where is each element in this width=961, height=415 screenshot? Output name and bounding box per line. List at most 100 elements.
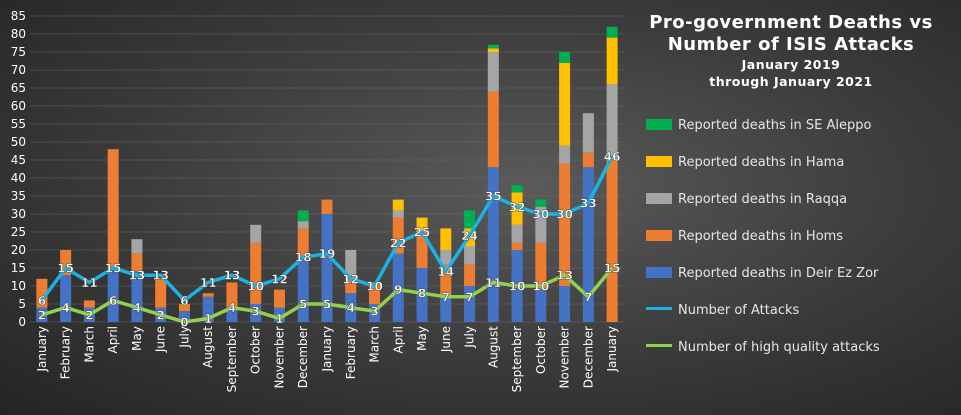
bar-homs (487, 91, 499, 168)
x-tick-label: October (249, 326, 263, 374)
data-label-attacks: 10 (247, 280, 264, 294)
data-label-attacks: 6 (180, 294, 188, 308)
bar-deir (535, 289, 547, 322)
bar-homs (107, 149, 119, 268)
data-label-hq: 9 (394, 283, 402, 297)
y-tick-label: 85 (11, 9, 26, 23)
x-tick-label: October (534, 326, 548, 374)
bar-deir (297, 257, 309, 322)
y-tick-label: 65 (11, 81, 26, 95)
legend-label-deir: Reported deaths in Deir Ez Zor (678, 266, 879, 281)
bar-raqqa (464, 246, 476, 265)
bar-deir (392, 253, 404, 322)
bar-deir (559, 286, 571, 322)
y-tick-label: 80 (11, 27, 26, 41)
data-label-attacks: 11 (81, 276, 98, 290)
data-label-attacks: 30 (532, 208, 549, 222)
bar-aleppo (559, 52, 571, 63)
bar-deir (487, 167, 499, 322)
data-label-hq: 10 (509, 280, 526, 294)
y-tick-label: 50 (11, 135, 26, 149)
x-tick-label: June (439, 326, 453, 353)
data-label-attacks: 15 (105, 262, 122, 276)
bar-aleppo (297, 210, 309, 222)
line-hq (41, 266, 614, 324)
y-tick-label: 20 (11, 243, 26, 257)
bar-homs (559, 163, 571, 286)
bar-deir (226, 307, 238, 322)
x-tick-label: July (177, 326, 191, 349)
subtitle-line-1: January 2019 (741, 57, 841, 72)
data-label-attacks: 6 (38, 294, 46, 308)
legend-label-attacks: Number of Attacks (678, 303, 800, 318)
legend-label-aleppo: Reported deaths in SE Aleppo (678, 118, 872, 133)
data-label-attacks: 13 (152, 269, 169, 283)
legend-swatch-raqqa (646, 193, 672, 204)
data-label-hq: 4 (61, 301, 69, 315)
data-label-hq: 13 (556, 269, 573, 283)
x-tick-label: November (272, 326, 286, 388)
bar-deir (202, 296, 214, 322)
legend-item-raqqa: Reported deaths in Raqqa (646, 192, 847, 207)
bar-raqqa (297, 221, 309, 229)
y-tick-label: 45 (11, 153, 26, 167)
bar-homs (369, 282, 381, 304)
data-label-hq: 6 (109, 294, 117, 308)
legend-swatch-deir (646, 267, 672, 278)
bar-homs (178, 304, 190, 312)
y-tick-label: 15 (11, 261, 26, 275)
legend-item-hq: Number of high quality attacks (646, 340, 880, 355)
y-tick-label: 30 (11, 207, 26, 221)
data-label-attacks: 35 (485, 190, 502, 204)
data-label-attacks: 10 (366, 280, 383, 294)
legend-label-raqqa: Reported deaths in Raqqa (678, 192, 848, 207)
bar-deir (582, 167, 594, 322)
bar-homs (392, 217, 404, 254)
bar-raqqa (131, 239, 143, 254)
x-tick-label: January (605, 326, 619, 373)
y-tick-label: 5 (18, 297, 26, 311)
bar-hama (416, 217, 428, 232)
bar-aleppo (606, 26, 618, 38)
data-label-attacks: 13 (224, 269, 241, 283)
bar-homs (273, 289, 285, 308)
data-label-hq: 3 (370, 305, 378, 319)
bar-raqqa (345, 250, 357, 279)
bar-homs (131, 253, 143, 272)
data-label-hq: 5 (323, 298, 331, 312)
data-label-hq: 10 (532, 280, 549, 294)
data-label-hq: 11 (485, 276, 502, 290)
legend-item-aleppo: Reported deaths in SE Aleppo (646, 118, 871, 133)
x-tick-label: August (201, 326, 215, 368)
x-tick-label: August (486, 326, 500, 368)
data-label-attacks: 15 (57, 262, 74, 276)
bar-raqqa (582, 113, 594, 153)
data-label-hq: 8 (418, 287, 426, 301)
legend-swatch-aleppo (646, 119, 672, 130)
x-tick-label: May (415, 326, 429, 351)
data-label-attacks: 12 (271, 272, 288, 286)
legend-line-hq (646, 344, 672, 347)
x-tick-label: September (510, 326, 524, 392)
data-label-attacks: 24 (461, 229, 478, 243)
y-tick-label: 10 (11, 279, 26, 293)
bar-homs (440, 264, 452, 297)
data-label-attacks: 25 (414, 226, 431, 240)
legend-item-hama: Reported deaths in Hama (646, 155, 844, 170)
bar-deir (178, 311, 190, 322)
bar-homs (155, 278, 167, 308)
legend-swatch-homs (646, 230, 672, 241)
bar-homs (297, 228, 309, 258)
bar-homs (345, 278, 357, 294)
bar-deir (131, 271, 143, 322)
bar-hama (559, 62, 571, 146)
legend-label-hama: Reported deaths in Hama (678, 155, 845, 170)
data-label-attacks: 19 (319, 247, 336, 261)
bar-aleppo (487, 44, 499, 49)
x-tick-label: April (391, 326, 405, 353)
bar-deir (369, 304, 381, 322)
subtitle-line-2: through January 2021 (709, 74, 873, 89)
y-tick-label: 25 (11, 225, 26, 239)
